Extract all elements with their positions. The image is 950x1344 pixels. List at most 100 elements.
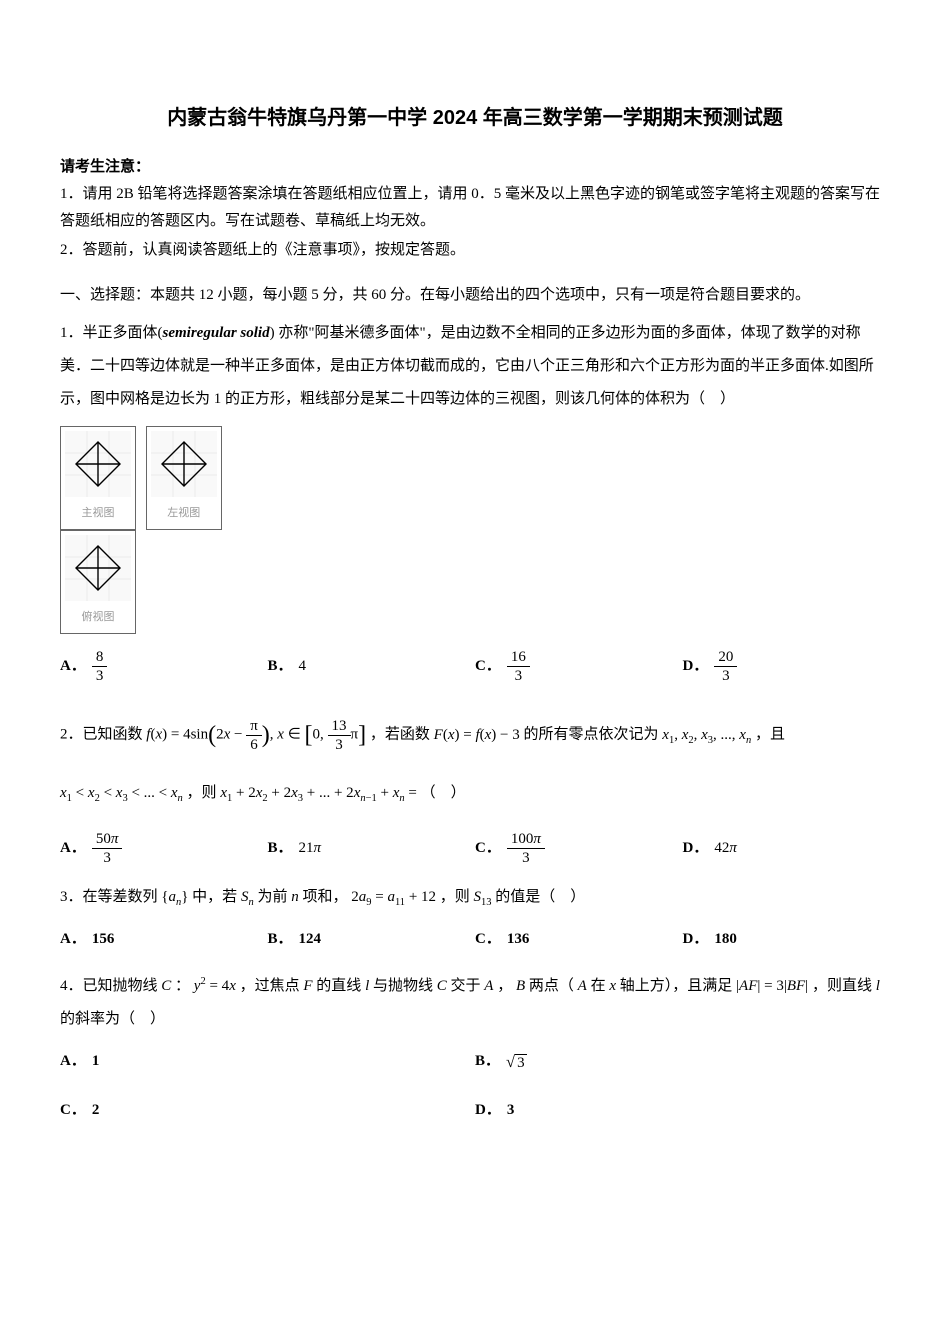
q2-t4: ，且 [755,727,785,743]
opt-label-B3: B． [268,923,293,956]
q2-D-val: 42π [714,832,737,865]
q2-text: 2．已知函数 f(x) = 4sin(2x − π6), x ∈ [0, 133… [60,699,890,816]
q1-opt-D: D． 20 3 [683,648,891,685]
q3-A-val: 156 [92,923,115,956]
opt-label-D4: D． [475,1094,501,1127]
opt-label-C2: C． [475,832,501,865]
q2-A-den: 3 [92,849,123,867]
q3-t6: 的值是（ ） [495,889,585,905]
q4-ratio: |AF| = 3|BF| [736,970,808,1003]
q2-C-frac: 100π 3 [507,830,545,867]
notice-label: 请考生注意： [60,154,890,181]
q2-opt-B: B． 21π [268,830,476,867]
q4-t8: 两点（ [529,978,574,994]
q3-D-val: 180 [714,923,737,956]
q4-options-row2: C． 2 D． 3 [60,1094,890,1127]
q1-t1: 1．半正多面体( [60,325,163,341]
q4-C-val: 2 [92,1094,100,1127]
q3-Sn: Sn [241,881,254,914]
q3-text: 3．在等差数列 {an} 中，若 Sn 为前 n 项和， 2a9 = a11 +… [60,881,890,914]
question-2: 2．已知函数 f(x) = 4sin(2x − π6), x ∈ [0, 133… [60,699,890,867]
q4-opt-C: C． 2 [60,1094,475,1127]
opt-label-C: C． [475,650,501,683]
q2-formula-Fx: F(x) = f(x) − 3 [434,713,520,758]
q4-t7: ， [497,978,512,994]
q3-t5: ，则 [440,889,474,905]
q1-view-top: 俯视图 [60,530,136,634]
q3-formula: 2a9 = a11 + 12 [351,881,436,914]
q4-C: C [161,978,171,994]
q4-t11: ，则直线 [812,978,876,994]
q2-B-val: 21π [299,832,322,865]
q1-options: A． 8 3 B． 4 C． 16 3 D． 20 3 [60,648,890,685]
q4-t2: ： [175,978,190,994]
q3-opt-B: B． 124 [268,923,476,956]
q2-t2: ，若函数 [370,727,434,743]
q3-opt-A: A． 156 [60,923,268,956]
q2-t6: （ ） [421,785,466,801]
q4-B-sqrt-arg: 3 [515,1054,527,1071]
opt-label-A3: A． [60,923,86,956]
q1-A-den: 3 [92,667,108,685]
q1-opt-A: A． 8 3 [60,648,268,685]
opt-label-B2: B． [268,832,293,865]
q4-l2: l [876,978,880,994]
q3-B-val: 124 [299,923,322,956]
opt-label-C3: C． [475,923,501,956]
q2-t1: 2．已知函数 [60,727,146,743]
q1-view-main: 主视图 [60,426,136,530]
q2-sum: x1 + 2x2 + 2x3 + ... + 2xn−1 + xn = [220,771,417,816]
question-4: 4．已知抛物线 C ： y2 = 4x ，过焦点 F 的直线 l 与抛物线 C … [60,970,890,1127]
question-1: 1．半正多面体(semiregular solid) 亦称"阿基米德多面体"，是… [60,317,890,685]
q2-A-frac: 50π 3 [92,830,123,867]
q1-italic: semiregular solid [163,325,270,341]
section-1-header: 一、选择题：本题共 12 小题，每小题 5 分，共 60 分。在每小题给出的四个… [60,282,890,309]
q3-t4: 项和， [302,889,347,905]
q1-view-main-label: 主视图 [65,501,131,525]
opt-label-D: D． [683,650,709,683]
q1-views: 主视图 左视图 [60,426,890,634]
opt-label-A4: A． [60,1045,86,1078]
q1-C-den: 3 [507,667,530,685]
q1-A-frac: 8 3 [92,648,108,685]
opt-label-D2: D． [683,832,709,865]
opt-label-D3: D． [683,923,709,956]
notice-block: 请考生注意： 1．请用 2B 铅笔将选择题答案涂填在答题纸相应位置上，请用 0．… [60,154,890,264]
opt-label-B4: B． [475,1045,500,1078]
q2-A-num: 50π [92,830,123,849]
q4-A-val: 1 [92,1045,100,1078]
q4-C2: C [437,978,447,994]
q4-options-row1: A． 1 B． √3 [60,1044,890,1080]
q2-roots: x1, x2, x3, ..., xn [662,713,751,758]
q4-opt-B: B． √3 [475,1044,890,1080]
q2-C-den: 3 [507,849,545,867]
q1-view-left-label: 左视图 [151,501,217,525]
notice-1: 1．请用 2B 铅笔将选择题答案涂填在答题纸相应位置上，请用 0．5 毫米及以上… [60,181,890,235]
q1-opt-C: C． 16 3 [475,648,683,685]
q2-opt-D: D． 42π [683,830,891,867]
q1-C-frac: 16 3 [507,648,530,685]
q3-t2: 中，若 [192,889,241,905]
q4-t5: 与抛物线 [373,978,437,994]
q3-opt-D: D． 180 [683,923,891,956]
q1-D-frac: 20 3 [714,648,737,685]
q2-order: x1 < x2 < x3 < ... < xn [60,771,183,816]
q1-view-top-label: 俯视图 [65,605,131,629]
q2-opt-C: C． 100π 3 [475,830,683,867]
q4-t9: 在 [591,978,610,994]
question-3: 3．在等差数列 {an} 中，若 Sn 为前 n 项和， 2a9 = a11 +… [60,881,890,955]
q2-t5: ，则 [187,785,221,801]
notice-2: 2．答题前，认真阅读答题纸上的《注意事项》，按规定答题。 [60,237,890,264]
q4-opt-D: D． 3 [475,1094,890,1127]
q4-x: x [609,978,616,994]
q4-l: l [365,978,369,994]
q3-n: n [291,889,299,905]
q4-B-sqrt: √3 [506,1044,527,1080]
q4-A: A [484,978,493,994]
q1-opt-B: B． 4 [268,648,476,685]
q2-opt-A: A． 50π 3 [60,830,268,867]
q3-t3: 为前 [257,889,291,905]
q4-B: B [516,978,525,994]
q4-F: F [303,978,312,994]
q4-D-val: 3 [507,1094,515,1127]
